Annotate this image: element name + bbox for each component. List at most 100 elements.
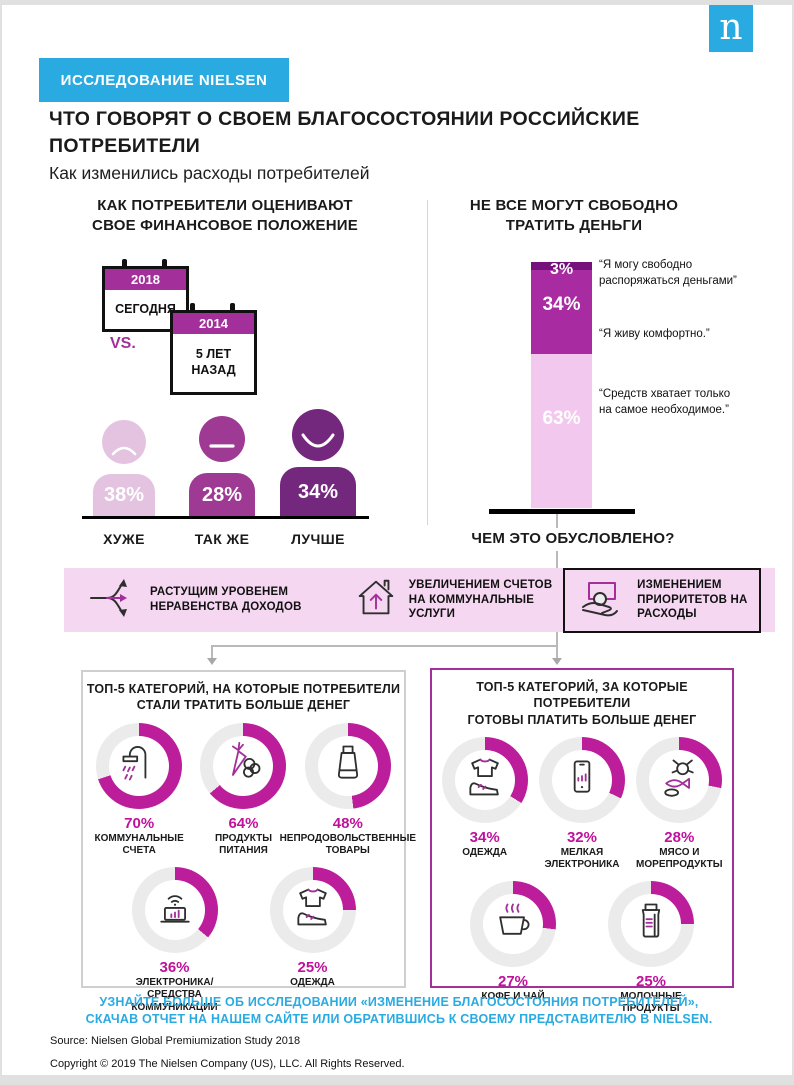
arrow-down-icon bbox=[207, 658, 217, 665]
sentiment-value: 28% bbox=[201, 483, 243, 506]
left-section-heading-line2: СВОЕ ФИНАНСОВОЕ ПОЛОЖЕНИЕ bbox=[92, 216, 358, 234]
sentiment-label: ХУЖЕ bbox=[103, 531, 145, 547]
bar-segment-value: 3% bbox=[549, 261, 574, 278]
reason-text: РАСТУЩИМ УРОВЕНЕМ НЕРАВЕНСТВА ДОХОДОВ bbox=[150, 585, 302, 615]
category-value: 64% bbox=[228, 814, 259, 832]
category-value: 36% bbox=[159, 958, 190, 976]
category-label-line: КОФЕ И ЧАЙ bbox=[481, 990, 545, 1002]
category-label-line: ТОВАРЫ bbox=[325, 845, 370, 856]
category-label-line: КОММУНАЛЬНЫЕ bbox=[94, 832, 184, 844]
reason-item: РАСТУЩИМ УРОВЕНЕМ НЕРАВЕНСТВА ДОХОДОВ bbox=[88, 575, 317, 626]
connector-line bbox=[556, 514, 558, 528]
top5-pay-more-heading-line1: ТОП-5 КАТЕГОРИЙ, ЗА КОТОРЫЕ ПОТРЕБИТЕЛИ bbox=[476, 680, 688, 711]
nielsen-logo: n bbox=[709, 5, 753, 52]
donut-gauge bbox=[470, 880, 556, 967]
donut-hole bbox=[551, 749, 612, 810]
reason-text: УВЕЛИЧЕНИЕМ СЧЕТОВ НА КОММУНАЛЬНЫЕ УСЛУГИ bbox=[409, 578, 553, 623]
reason-item: ИЗМЕНЕНИЕМ ПРИОРИТЕТОВ НА РАСХОДЫ bbox=[563, 567, 761, 633]
category-label-line: ПРОДУКТЫ bbox=[214, 832, 273, 844]
donut-gauge bbox=[441, 736, 528, 823]
neutral-mouth-icon bbox=[209, 444, 235, 448]
consumer-quote: “Я могу свободно распоряжаться деньгами” bbox=[599, 259, 737, 287]
shower-icon bbox=[117, 741, 161, 790]
category-donut: 70% КОММУНАЛЬНЫЕ СЧЕТА bbox=[87, 722, 191, 858]
donut-gauge bbox=[538, 736, 625, 823]
sentiment-value: 38% bbox=[103, 484, 145, 506]
category-label-line: НЕПРОДОВОЛЬСТВЕННЫЕ bbox=[279, 832, 417, 844]
arrow-down-icon bbox=[552, 658, 562, 665]
bar-segment-value: 34% bbox=[542, 294, 581, 315]
source-note: Source: Nielsen Global Premiumization St… bbox=[50, 1035, 301, 1047]
bar-segment bbox=[531, 270, 592, 354]
coffee-cup-icon bbox=[490, 899, 536, 948]
donut-hole bbox=[144, 879, 205, 940]
category-label-line: МЯСО И bbox=[659, 846, 700, 858]
why-heading: ЧЕМ ЭТО ОБУСЛОВЛЕНО? bbox=[442, 530, 704, 547]
spending-freedom-bar bbox=[531, 262, 592, 508]
category-donut: 27% КОФЕ И ЧАЙ bbox=[461, 880, 565, 1016]
top5-pay-more-heading-line2: ГОТОВЫ ПЛАТИТЬ БОЛЬШЕ ДЕНЕГ bbox=[467, 712, 697, 727]
bar-baseline bbox=[489, 509, 635, 514]
page-title-line2: ПОТРЕБИТЕЛИ bbox=[49, 134, 201, 157]
right-section-heading-line2: ТРАТИТЬ ДЕНЬГИ bbox=[505, 216, 643, 234]
cosmetic-tube-icon bbox=[326, 741, 370, 790]
sentiment-figure-body: 28% bbox=[189, 473, 255, 517]
donut-hole bbox=[621, 893, 681, 954]
category-label-line: ЭЛЕКТРОНИКА/ bbox=[135, 976, 214, 988]
groceries-icon bbox=[221, 741, 265, 790]
calendar-2018: 2018 СЕГОДНЯ bbox=[102, 266, 189, 332]
top5-spend-more-heading-line1: ТОП-5 КАТЕГОРИЙ, НА КОТОРЫЕ ПОТРЕБИТЕЛИ bbox=[86, 682, 401, 696]
donut-gauge bbox=[200, 722, 287, 809]
category-value: 27% bbox=[497, 972, 529, 990]
cta-line1: УЗНАЙТЕ БОЛЬШЕ ОБ ИССЛЕДОВАНИИ «ИЗМЕНЕНИ… bbox=[99, 995, 699, 1009]
calendar-2018-year: 2018 bbox=[105, 269, 186, 290]
category-label: ЭЛЕКТРОНИКА/СРЕДСТВА КОММУНИКАЦИИ bbox=[131, 977, 217, 1015]
connector-line bbox=[556, 551, 558, 568]
study-badge-label: ИССЛЕДОВАНИЕ NIELSEN bbox=[60, 71, 268, 89]
reason-text: ИЗМЕНЕНИЕМ ПРИОРИТЕТОВ НА РАСХОДЫ bbox=[637, 578, 747, 623]
sentiment-figure-body: 34% bbox=[280, 467, 356, 517]
category-value: 34% bbox=[469, 828, 500, 846]
diverging-arrows-icon bbox=[88, 575, 140, 626]
bar-segment bbox=[531, 354, 592, 508]
category-donut: 34% ОДЕЖДА bbox=[436, 736, 533, 872]
sad-mouth-icon bbox=[111, 446, 137, 456]
right-section-heading: НЕ ВСЕ МОГУТ СВОБОДНО ТРАТИТЬ ДЕНЬГИ bbox=[452, 196, 696, 235]
category-donut: 28% МЯСО И МОРЕПРОДУКТЫ bbox=[631, 736, 728, 872]
sentiment-label: ТАК ЖЕ bbox=[194, 531, 250, 547]
category-label-line: КОММУНИКАЦИИ bbox=[131, 1001, 218, 1013]
category-value: 70% bbox=[124, 814, 155, 832]
calendar-2014-label-line1: 5 ЛЕТ bbox=[195, 347, 232, 362]
category-label: КОММУНАЛЬНЫЕ СЧЕТА bbox=[95, 833, 184, 858]
happy-mouth-icon bbox=[301, 433, 335, 448]
reason-text-line: НА КОММУНАЛЬНЫЕ bbox=[408, 593, 535, 606]
category-label-line: ЭЛЕКТРОНИКА bbox=[544, 859, 620, 871]
donut-hole bbox=[317, 735, 378, 796]
connector-line bbox=[211, 645, 213, 658]
category-label: ПРОДУКТЫ ПИТАНИЯ bbox=[215, 833, 272, 858]
study-badge: ИССЛЕДОВАНИЕ NIELSEN bbox=[39, 58, 289, 102]
bar-segment-value: 63% bbox=[542, 408, 581, 429]
reason-text-line: РАСТУЩИМ УРОВЕНЕМ bbox=[150, 586, 289, 599]
category-value: 25% bbox=[635, 972, 667, 990]
category-value: 28% bbox=[664, 828, 695, 846]
category-label-line: МОРЕПРОДУКТЫ bbox=[636, 859, 723, 871]
category-label-line: ОДЕЖДА bbox=[290, 976, 335, 988]
reasons-band: РАСТУЩИМ УРОВЕНЕМ НЕРАВЕНСТВА ДОХОДОВ УВЕЛ… bbox=[64, 567, 775, 633]
category-label: ОДЕЖДА bbox=[290, 977, 335, 990]
vs-label: VS. bbox=[110, 335, 136, 352]
page-subtitle: Как изменились расходы потребителей bbox=[49, 163, 370, 183]
category-donut: 36% ЭЛЕКТРОНИКА/СРЕДСТВА КОММУНИКАЦИИ bbox=[123, 866, 227, 1015]
connector-line bbox=[556, 645, 558, 658]
top5-spend-more-box: ТОП-5 КАТЕГОРИЙ, НА КОТОРЫЕ ПОТРЕБИТЕЛИ … bbox=[81, 670, 416, 1013]
reason-text-line: УСЛУГИ bbox=[408, 608, 456, 621]
reason-text-line: НЕРАВЕНСТВА ДОХОДОВ bbox=[150, 601, 302, 613]
column-divider bbox=[427, 200, 428, 525]
connector-line bbox=[556, 632, 558, 646]
category-label: НЕПРОДОВОЛЬСТВЕННЫЕ ТОВАРЫ bbox=[280, 833, 417, 858]
consumer-quote: “Я живу комфортно.” bbox=[599, 328, 710, 340]
category-value: 25% bbox=[297, 958, 328, 976]
category-label: МОЛОЧНЫЕ ПРОДУКТЫ bbox=[620, 991, 681, 1016]
figures-baseline bbox=[82, 516, 369, 519]
